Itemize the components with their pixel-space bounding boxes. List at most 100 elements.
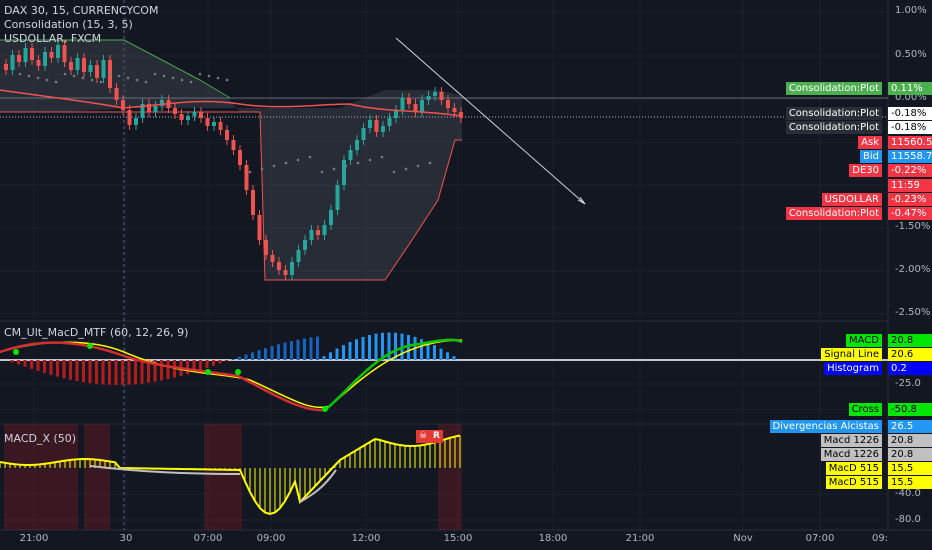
tag-label: Consolidation:Plot [785,121,882,134]
histogram-bar [199,360,202,371]
candle-body [153,106,158,112]
histogram-bar [82,360,85,383]
price-tag[interactable]: DE30 -0.22% [849,164,932,177]
skull-icon[interactable]: ☠ [416,430,431,443]
histogram-bar [166,360,170,380]
macdx-tag[interactable]: MacD 515 15.5 [825,462,932,475]
price-tag[interactable]: USDOLLAR -0.23% [821,193,932,206]
candle-body [309,230,314,240]
tag-value: 20.6 [888,348,932,361]
macd-tag[interactable]: Signal Line 20.6 [821,348,932,361]
candle-body [329,210,333,225]
time-axis-label: 07:00 [193,533,223,544]
tag-label: Macd 1226 [820,434,882,447]
tag-value: 11560.5 [888,136,932,149]
histogram-bar [186,360,189,375]
macdx-tag[interactable]: Macd 1226 20.8 [820,448,932,461]
time-axis-label: 09: [871,533,889,544]
candle-body [56,45,60,58]
candle-body [49,52,54,58]
candle-body [400,98,405,110]
price-axis-label: 0.50% [895,49,927,60]
candle-body [277,262,281,270]
price-axis-label: 1.00% [895,5,927,16]
candle-body [121,100,125,110]
trend-line-arrow [577,196,586,205]
macdx-tag[interactable]: Divergencias Alcistas 26.5 [769,420,932,433]
macd-x-legend[interactable]: MACD_X (50) [4,432,77,445]
plot-dot [308,155,312,159]
consolidation-legend[interactable]: Consolidation (15, 3, 5) [4,18,133,31]
histogram-bar [121,360,124,385]
histogram-bar [283,342,287,360]
price-tag[interactable]: Consolidation:Plot -0.47% [785,207,932,220]
candle-body [387,118,392,126]
usdollar-legend[interactable]: USDOLLAR, FXCM [4,32,102,45]
histogram-bar [218,360,222,364]
price-tag[interactable]: Consolidation:Plot -0.18% [785,107,932,120]
histogram-bar [160,360,163,381]
candle-body [251,190,255,215]
histogram-bar [394,332,397,360]
histogram-bar [238,356,241,360]
price-tag[interactable]: Bid 11558.7 [860,150,932,163]
plot-dot [284,161,288,165]
histogram-bar [69,360,72,380]
plot-dot [392,170,396,174]
histogram-bar [231,358,235,360]
candle-body [205,118,210,126]
histogram-bar [88,360,92,384]
price-tag[interactable]: Consolidation:Plot -0.18% [785,121,932,134]
plot-dot [207,74,211,78]
price-tag[interactable]: Ask 11560.5 [858,136,932,149]
candle-body [140,104,145,118]
histogram-bar [433,345,436,360]
time-axis-label: 15:00 [443,533,473,544]
histogram-bar [101,360,105,385]
tag-value: -0.18% [888,107,932,120]
cross-dot [235,369,241,375]
histogram-bar [296,339,300,360]
plot-dot [368,158,372,162]
macdx-tag[interactable]: Macd 1226 20.8 [820,434,932,447]
price-tag[interactable]: Consolidation:Plot 0.11% [785,82,932,95]
histogram-bar [452,356,456,360]
macd-tag[interactable]: MACD 20.8 [846,334,932,347]
symbol-legend[interactable]: DAX 30, 15, CURRENCYCOM [4,4,159,17]
macdx-gray-segment [89,465,241,475]
candle-body [452,108,457,112]
macd-tag[interactable]: Cross -50.8 [848,403,932,416]
plot-dot [81,76,85,80]
histogram-bar [49,360,53,375]
histogram-bar [134,360,137,385]
plot-dot [63,72,67,76]
histogram-bar [251,352,254,360]
candle-body [231,140,236,150]
macd-tag[interactable]: Histogram 0.2 [824,362,932,375]
histogram-bar [446,352,449,360]
time-axis-label: 30 [119,533,133,544]
macdx-tag[interactable]: MacD 515 15.5 [825,476,932,489]
r-badge[interactable]: R [430,430,443,443]
price-tag[interactable]: 11:59 [888,179,932,192]
cross-dot [322,406,328,412]
tag-label: Macd 1226 [820,448,882,461]
price-axis-label: -2.50% [895,307,931,318]
macd-mtf-legend[interactable]: CM_Ult_MacD_MTF (60, 12, 26, 9) [4,326,189,339]
histogram-bar [114,360,118,385]
tag-label: Signal Line [821,348,882,361]
tag-label: MacD 515 [825,476,882,489]
tag-label: Consolidation:Plot [785,107,882,120]
divergence-zone [204,424,242,530]
tag-value: -0.23% [888,193,932,206]
plot-dot [320,170,324,174]
histogram-bar [225,360,228,362]
histogram-bar [212,360,215,366]
histogram-bar [108,360,111,385]
histogram-bar [10,360,14,363]
candle-body [322,225,327,235]
histogram-bar [264,348,267,360]
histogram-bar [348,341,352,360]
candle-body [75,58,80,70]
